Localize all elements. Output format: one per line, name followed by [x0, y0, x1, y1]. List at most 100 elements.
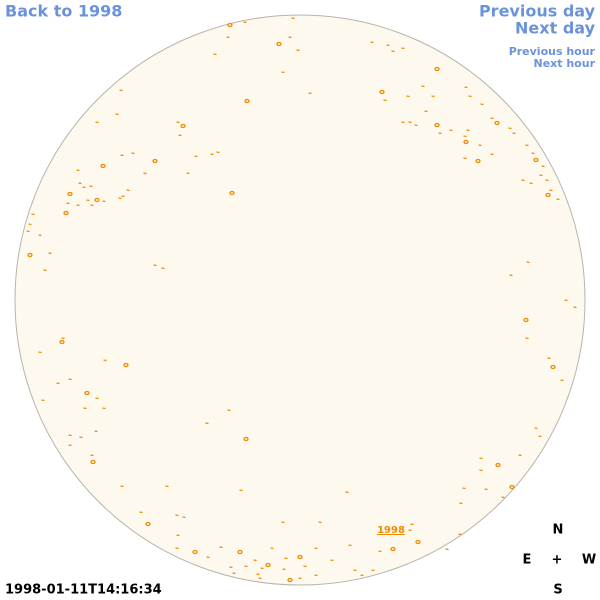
- back-link[interactable]: Back to 1998: [5, 2, 122, 21]
- active-region: [459, 502, 463, 505]
- active-region: [31, 213, 35, 216]
- active-region: [100, 163, 106, 169]
- active-region: [243, 436, 249, 442]
- active-region: [256, 573, 260, 576]
- active-region: [68, 378, 72, 381]
- active-region: [260, 567, 264, 570]
- active-region: [56, 382, 60, 385]
- active-region: [95, 121, 99, 124]
- active-region: [213, 53, 217, 56]
- active-region: [490, 117, 494, 120]
- active-region: [501, 496, 505, 499]
- active-region: [479, 469, 483, 472]
- active-region: [509, 484, 515, 490]
- active-region: [237, 549, 243, 555]
- active-region: [26, 230, 30, 233]
- active-region: [424, 110, 428, 113]
- active-region: [463, 139, 469, 145]
- next-day-link[interactable]: Next day: [515, 19, 596, 38]
- active-region: [121, 195, 125, 198]
- active-region: [401, 121, 405, 124]
- active-region: [330, 559, 334, 562]
- active-region: [152, 158, 158, 164]
- disk-label-link[interactable]: 1998: [377, 525, 405, 536]
- active-region: [525, 337, 529, 340]
- active-region: [284, 557, 288, 560]
- active-region: [545, 192, 551, 198]
- active-region: [59, 339, 65, 345]
- active-region: [90, 454, 94, 457]
- active-region: [281, 71, 285, 74]
- active-region: [205, 422, 209, 425]
- active-region: [287, 577, 293, 583]
- active-region: [180, 123, 186, 129]
- active-region: [564, 299, 568, 302]
- active-region: [512, 132, 516, 135]
- active-region: [90, 459, 96, 465]
- active-region: [371, 569, 375, 572]
- active-region: [120, 485, 124, 488]
- active-region: [27, 252, 33, 258]
- solar-disk: [14, 14, 586, 586]
- active-region: [541, 165, 545, 168]
- active-region: [303, 565, 307, 568]
- active-region: [573, 306, 577, 309]
- active-region: [449, 129, 453, 132]
- active-region: [545, 179, 549, 182]
- active-region: [480, 103, 484, 106]
- active-region: [192, 549, 198, 555]
- active-region: [61, 337, 65, 340]
- active-region: [206, 556, 210, 559]
- active-region: [243, 21, 247, 24]
- active-region: [445, 548, 449, 551]
- active-region: [296, 49, 300, 52]
- active-region: [518, 454, 522, 457]
- active-region: [370, 41, 374, 44]
- next-hour-link[interactable]: Next hour: [534, 57, 596, 70]
- active-region: [549, 189, 553, 192]
- active-region: [282, 568, 286, 571]
- active-region: [281, 521, 285, 524]
- active-region: [521, 179, 525, 182]
- active-region: [38, 234, 42, 237]
- active-region: [67, 191, 73, 197]
- active-region: [495, 462, 501, 468]
- active-region: [539, 174, 543, 177]
- previous-hour-link[interactable]: Previous hour: [509, 45, 596, 58]
- active-region: [90, 204, 94, 207]
- active-region: [410, 523, 414, 526]
- active-region: [210, 153, 214, 156]
- active-region: [103, 359, 107, 362]
- active-region: [414, 124, 418, 127]
- active-region: [239, 489, 243, 492]
- active-region: [379, 89, 385, 95]
- active-regions: [26, 17, 577, 583]
- active-region: [490, 153, 494, 156]
- active-region: [63, 210, 69, 216]
- active-region: [298, 577, 302, 580]
- active-region: [102, 407, 106, 410]
- active-region: [353, 569, 357, 572]
- active-region: [526, 261, 530, 264]
- active-region: [360, 574, 364, 577]
- active-region: [120, 154, 124, 157]
- compass-south: S: [553, 583, 562, 598]
- active-region: [227, 22, 233, 28]
- active-region: [131, 152, 135, 155]
- active-region: [291, 17, 295, 20]
- active-region: [41, 399, 45, 402]
- active-region: [556, 198, 560, 201]
- active-region: [38, 351, 42, 354]
- active-region: [68, 444, 72, 447]
- active-region: [115, 113, 119, 116]
- previous-day-link[interactable]: Previous day: [479, 2, 596, 21]
- compass-east: E: [523, 553, 532, 568]
- active-region: [216, 151, 220, 154]
- active-region: [434, 66, 440, 72]
- active-region: [86, 199, 90, 202]
- active-region: [378, 550, 382, 553]
- active-region: [178, 134, 182, 137]
- active-region: [194, 155, 198, 158]
- active-region: [560, 379, 564, 382]
- active-region: [297, 554, 303, 560]
